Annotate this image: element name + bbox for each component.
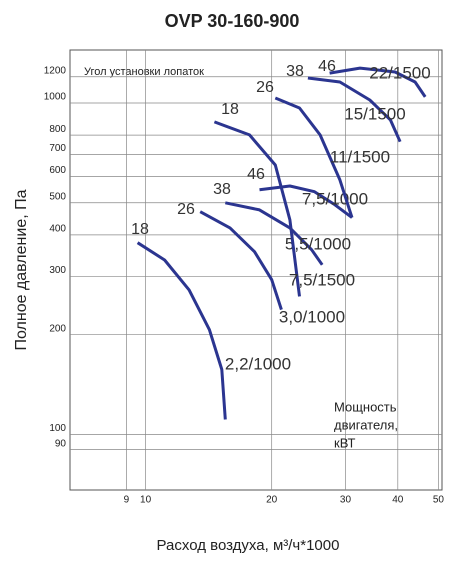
- y-tick-label: 100: [49, 423, 66, 434]
- angle-label: 38: [213, 181, 231, 198]
- chart-title: OVP 30-160-900: [165, 11, 300, 31]
- power-annotation: Мощность: [334, 399, 397, 414]
- curve-label: 3,0/1000: [279, 307, 345, 326]
- y-tick-label: 1000: [44, 92, 67, 103]
- y-tick-label: 200: [49, 323, 66, 334]
- curve-label: 2,2/1000: [225, 354, 291, 373]
- y-tick-label: 700: [49, 143, 66, 154]
- curve: [136, 241, 227, 420]
- curve-label: 7,5/1000: [302, 189, 368, 208]
- angle-label: 46: [247, 166, 265, 183]
- x-axis-label: Расход воздуха, м³/ч*1000: [157, 537, 340, 554]
- y-tick-label: 400: [49, 224, 66, 235]
- x-tick-label: 30: [340, 495, 352, 506]
- curve-label: 11/1500: [330, 147, 390, 166]
- power-annotation: двигателя,: [334, 417, 398, 432]
- angle-label: 26: [256, 79, 274, 96]
- angle-label: 38: [286, 63, 304, 80]
- x-tick-label: 40: [392, 495, 404, 506]
- power-annotation: кВТ: [334, 435, 355, 450]
- curve: [274, 96, 354, 219]
- plot-frame: [69, 49, 443, 491]
- curve: [213, 120, 301, 297]
- y-axis-label: Полное давление, Па: [13, 189, 30, 350]
- curve: [329, 66, 427, 98]
- y-tick-label: 800: [49, 124, 66, 135]
- curve-label: 7,5/1500: [289, 270, 355, 289]
- angle-label: 18: [221, 101, 239, 118]
- y-tick-label: 90: [55, 438, 67, 449]
- curve-label: 22/1500: [369, 63, 430, 82]
- angle-label: 26: [177, 201, 195, 218]
- y-tick-label: 300: [49, 265, 66, 276]
- y-tick-label: 1200: [44, 65, 67, 76]
- curve: [199, 210, 283, 311]
- angle-annotation: Угол установки лопаток: [84, 66, 204, 78]
- curve-label: 15/1500: [344, 104, 405, 123]
- x-tick-label: 10: [140, 495, 152, 506]
- angle-label: 18: [131, 221, 149, 238]
- y-tick-label: 500: [49, 191, 66, 202]
- curve: [307, 76, 402, 143]
- x-tick-label: 9: [124, 495, 130, 506]
- curve-label: 5,5/1000: [285, 234, 351, 253]
- x-tick-label: 20: [266, 495, 278, 506]
- y-tick-label: 600: [49, 165, 66, 176]
- angle-label: 46: [318, 58, 336, 75]
- x-tick-label: 50: [433, 495, 445, 506]
